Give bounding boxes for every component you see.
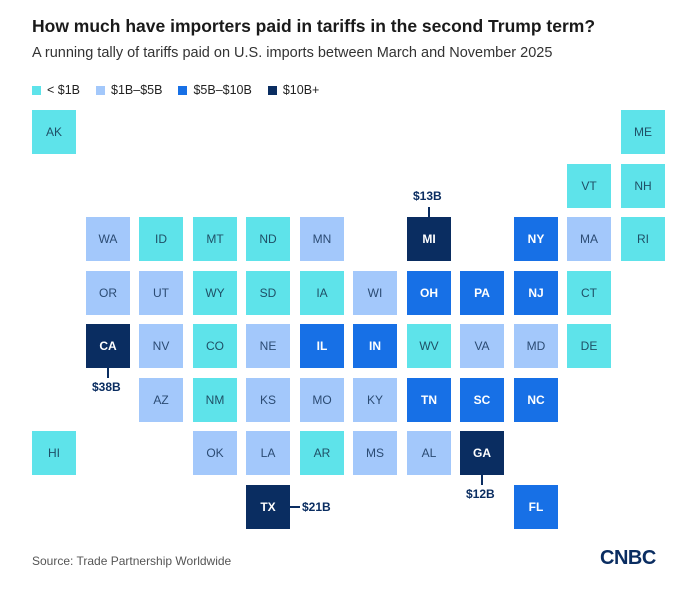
state-tile-az: AZ <box>139 378 183 422</box>
state-tile-oh: OH <box>407 271 451 315</box>
state-tile-ms: MS <box>353 431 397 475</box>
cnbc-logo: CNBC <box>600 547 656 569</box>
source-note: Source: Trade Partnership Worldwide <box>32 554 232 568</box>
state-tile-de: DE <box>567 324 611 368</box>
legend-swatch <box>178 85 188 95</box>
state-tile-nj: NJ <box>514 271 558 315</box>
state-tile-nv: NV <box>139 324 183 368</box>
state-tile-mn: MN <box>300 217 344 261</box>
legend-item-10b-plus: $10B+ <box>267 83 320 97</box>
state-tile-wa: WA <box>86 217 130 261</box>
state-tile-mt: MT <box>193 217 237 261</box>
state-tile-va: VA <box>460 324 504 368</box>
state-tile-tx: TX <box>246 485 290 529</box>
state-tile-ok: OK <box>193 431 237 475</box>
state-tile-nd: ND <box>246 217 290 261</box>
state-tile-sc: SC <box>460 378 504 422</box>
state-tile-in: IN <box>353 324 397 368</box>
state-tile-ma: MA <box>567 217 611 261</box>
state-tile-ks: KS <box>246 378 290 422</box>
state-tile-ar: AR <box>300 431 344 475</box>
callout-label-tx: $21B <box>302 500 331 514</box>
state-tile-wy: WY <box>193 271 237 315</box>
state-tile-sd: SD <box>246 271 290 315</box>
state-tile-tn: TN <box>407 378 451 422</box>
callout-leader-tx <box>290 506 300 508</box>
state-tile-ia: IA <box>300 271 344 315</box>
state-tile-al: AL <box>407 431 451 475</box>
legend-item-1b-5b: $1B–$5B <box>96 83 162 97</box>
state-tile-vt: VT <box>567 164 611 208</box>
legend-swatch <box>32 85 41 95</box>
state-tile-ky: KY <box>353 378 397 422</box>
state-tile-fl: FL <box>514 485 558 529</box>
legend: < $1B $1B–$5B $5B–$10B $10B+ <box>32 83 335 97</box>
legend-swatch <box>96 85 106 95</box>
legend-label: < $1B <box>47 83 81 97</box>
state-tile-la: LA <box>246 431 290 475</box>
legend-swatch <box>267 85 277 95</box>
chart-subtitle: A running tally of tariffs paid on U.S. … <box>32 45 553 61</box>
state-tile-or: OR <box>86 271 130 315</box>
state-tile-wv: WV <box>407 324 451 368</box>
state-tile-id: ID <box>139 217 183 261</box>
callout-leader-ga <box>481 475 483 485</box>
state-tile-me: ME <box>621 110 665 154</box>
state-tile-ga: GA <box>460 431 504 475</box>
legend-label: $1B–$5B <box>111 83 163 97</box>
legend-label: $10B+ <box>282 83 320 97</box>
state-tile-ut: UT <box>139 271 183 315</box>
state-tile-ak: AK <box>32 110 76 154</box>
legend-label: $5B–$10B <box>193 83 252 97</box>
state-tile-il: IL <box>300 324 344 368</box>
legend-item-under-1b: < $1B <box>32 83 80 97</box>
state-tile-mi: MI <box>407 217 451 261</box>
state-tile-ny: NY <box>514 217 558 261</box>
callout-label-ca: $38B <box>92 380 121 394</box>
state-tile-ct: CT <box>567 271 611 315</box>
callout-leader-ca <box>107 368 109 378</box>
state-tile-mo: MO <box>300 378 344 422</box>
callout-label-ga: $12B <box>466 487 495 501</box>
state-tile-co: CO <box>193 324 237 368</box>
state-tile-hi: HI <box>32 431 76 475</box>
state-tile-nm: NM <box>193 378 237 422</box>
state-tile-ne: NE <box>246 324 290 368</box>
state-tile-pa: PA <box>460 271 504 315</box>
state-tile-nh: NH <box>621 164 665 208</box>
state-tile-ri: RI <box>621 217 665 261</box>
chart-title: How much have importers paid in tariffs … <box>32 16 596 36</box>
state-tile-md: MD <box>514 324 558 368</box>
state-tile-nc: NC <box>514 378 558 422</box>
callout-label-mi: $13B <box>413 189 442 203</box>
state-tile-wi: WI <box>353 271 397 315</box>
callout-leader-mi <box>428 207 430 217</box>
legend-item-5b-10b: $5B–$10B <box>178 83 252 97</box>
state-tile-ca: CA <box>86 324 130 368</box>
